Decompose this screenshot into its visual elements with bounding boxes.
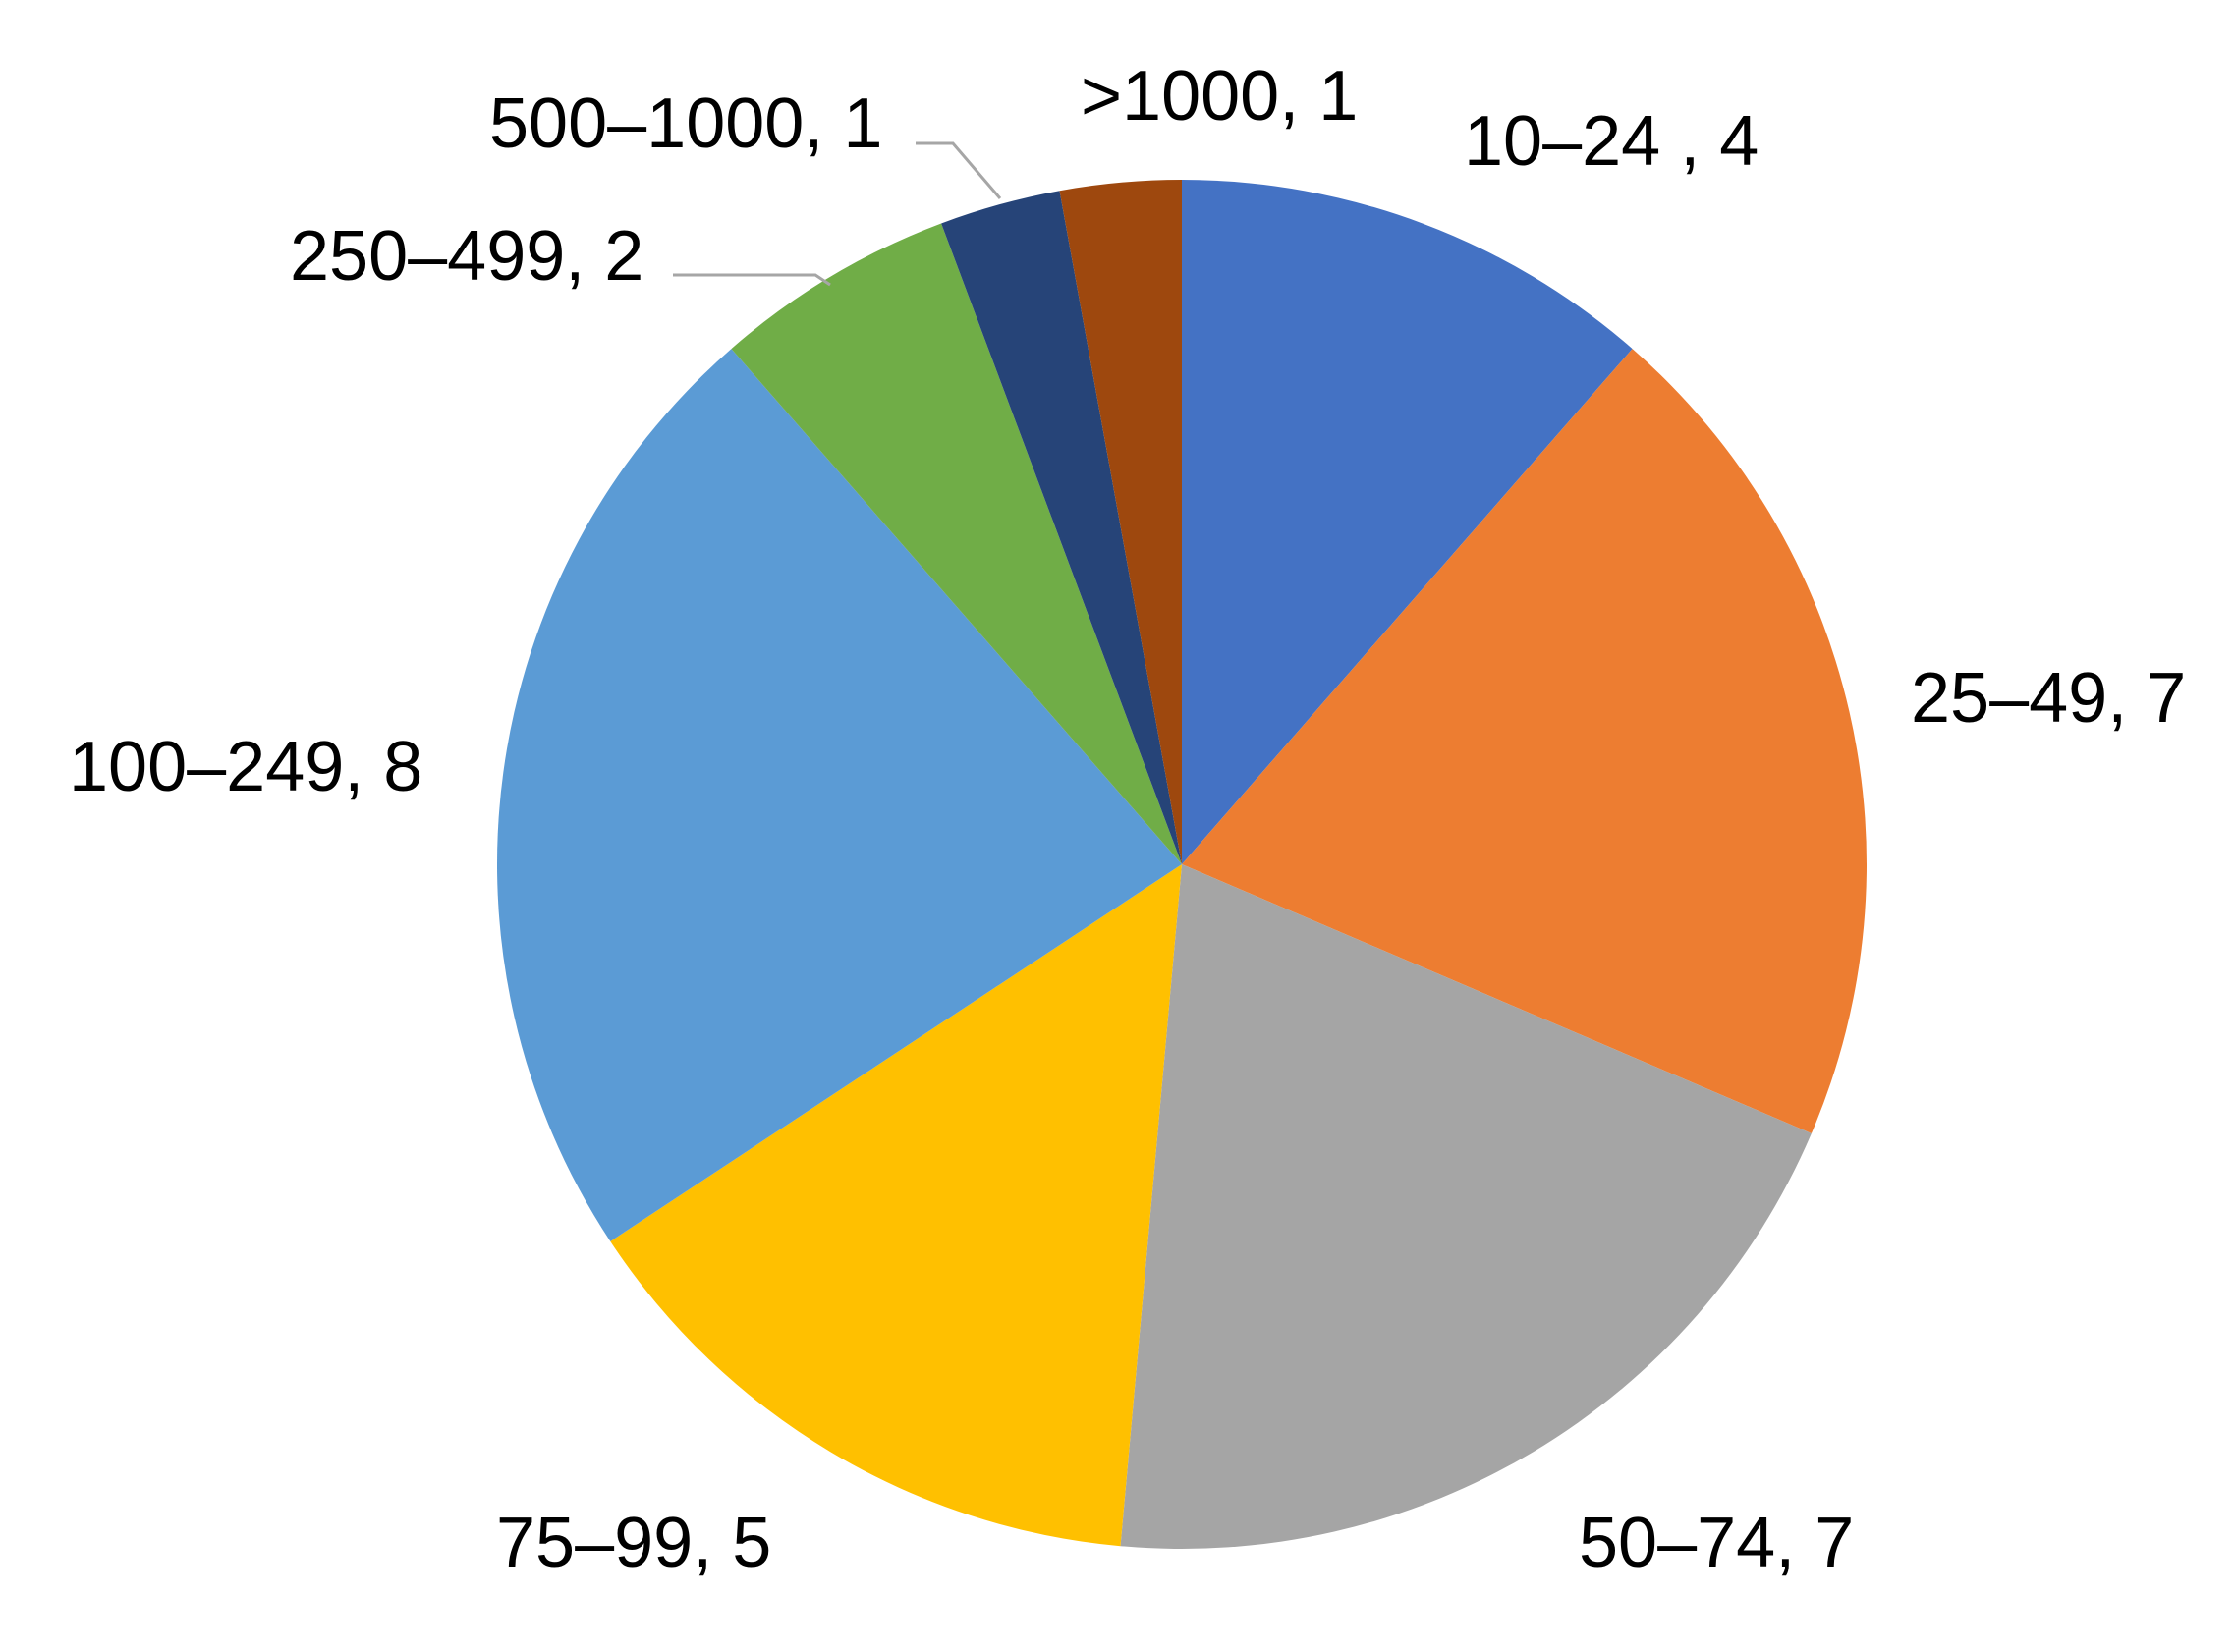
- pie-slice-250-499: [731, 223, 1182, 865]
- leader-lines: [673, 141, 1002, 287]
- leader-line-250-499: [673, 273, 831, 287]
- slice-labels: 10–24 , 4 25–49, 7 50–74, 7 75–99, 5 100…: [69, 57, 2186, 1582]
- pie-slice-10-24: [1182, 180, 1633, 864]
- slice-label-75-99: 75–99, 5: [496, 1504, 771, 1582]
- pie-slice-500-1000: [941, 191, 1182, 865]
- slice-label-50-74: 50–74, 7: [1579, 1504, 1854, 1582]
- pie-slice-50-74: [1120, 864, 1812, 1549]
- slice-label-500-1000: 500–1000, 1: [489, 84, 882, 163]
- slice-label-10-24: 10–24 , 4: [1464, 102, 1759, 181]
- pie-slice-25-49: [1182, 349, 1868, 1133]
- slice-label-100-249: 100–249, 8: [69, 728, 422, 806]
- slice-label-25-49: 25–49, 7: [1911, 659, 2186, 738]
- slice-label-250-499: 250–499, 2: [290, 217, 643, 296]
- pie-slice-100-249: [496, 349, 1182, 1241]
- pie-slice-gt-1000: [1059, 180, 1182, 864]
- leader-line-500-1000: [916, 141, 1002, 199]
- pie-slices: [496, 180, 1868, 1549]
- slice-label-gt-1000: >1000, 1: [1081, 57, 1358, 136]
- pie-slice-75-99: [610, 864, 1182, 1547]
